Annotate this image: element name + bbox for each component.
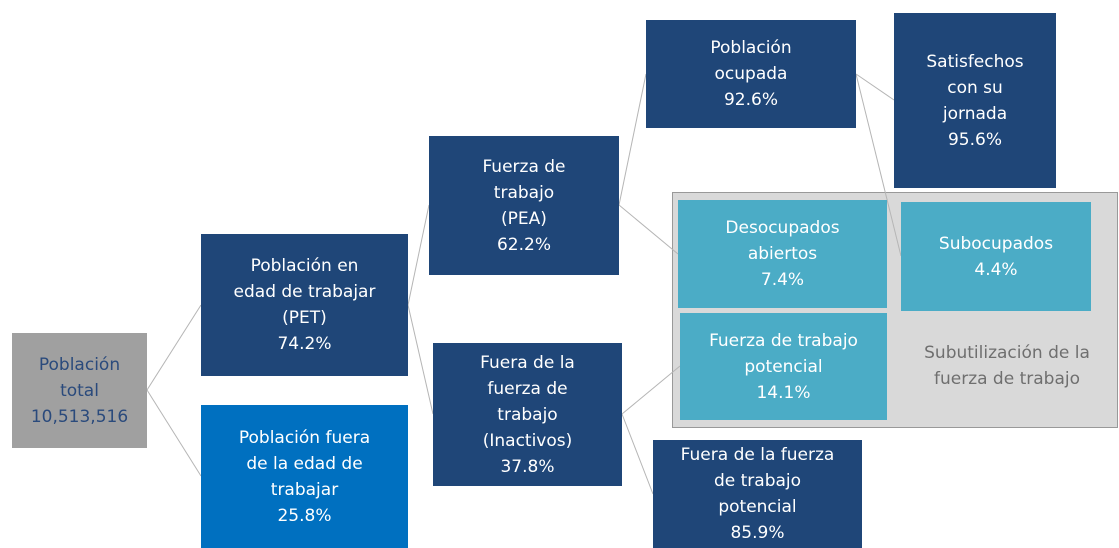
node-value: 62.2% xyxy=(496,234,551,255)
node-value: 10,513,516 xyxy=(30,406,129,427)
connector xyxy=(621,365,681,415)
node-label: trabajo xyxy=(497,404,558,425)
connector xyxy=(855,73,895,101)
node-label: edad de trabajar xyxy=(233,282,376,302)
node-label: Fuera de la fuerza xyxy=(680,445,835,465)
node-label: total xyxy=(60,380,99,401)
node-label: (PET) xyxy=(282,308,327,328)
node-label: abiertos xyxy=(747,244,818,264)
node-value: 25.8% xyxy=(277,505,332,526)
node-value: 4.4% xyxy=(974,259,1018,280)
node-label: ocupada xyxy=(714,64,788,84)
node-label: con su xyxy=(947,77,1003,98)
group-label-line: fuerza de trabajo xyxy=(933,369,1080,389)
node: Subocupados 4.4% xyxy=(901,202,1091,311)
node-label: trabajo xyxy=(493,182,555,203)
connector xyxy=(618,204,679,255)
node-label: de trabajo xyxy=(713,471,802,491)
node: Fuerza de trabajo potencial 14.1% xyxy=(680,313,887,420)
node: Satisfechos con su jornada 95.6% xyxy=(894,13,1056,188)
node-value: 14.1% xyxy=(756,382,811,403)
node-value: 37.8% xyxy=(500,456,555,477)
node: Desocupados abiertos 7.4% xyxy=(678,200,887,308)
node-label: Fuera de la xyxy=(480,352,575,373)
node-label: Población en xyxy=(250,256,359,276)
group-label: Subutilización de la fuerza de trabajo xyxy=(897,340,1117,392)
connector xyxy=(621,413,654,495)
group-label-line: Subutilización de la xyxy=(924,343,1090,363)
node: Población ocupada 92.6% xyxy=(646,20,856,128)
node-value: 95.6% xyxy=(947,129,1002,150)
node-label: Desocupados xyxy=(725,218,840,238)
node: Población en edad de trabajar (PET) 74.2% xyxy=(201,234,408,376)
connector xyxy=(146,389,202,477)
node-label: Subocupados xyxy=(938,233,1054,254)
node-value: 74.2% xyxy=(277,334,332,354)
connector xyxy=(618,73,647,206)
node: Fuera de la fuerza de trabajo (Inactivos) 37… xyxy=(433,343,622,486)
node-label: Población xyxy=(710,38,792,58)
node: Fuerza de trabajo (PEA) 62.2% xyxy=(429,136,619,275)
node-label: trabajar xyxy=(270,479,339,500)
node-value: 7.4% xyxy=(760,270,805,290)
connector xyxy=(146,304,202,391)
connector xyxy=(407,304,434,415)
node-value: 92.6% xyxy=(723,90,778,110)
node-label: potencial xyxy=(718,497,797,517)
node-value: 85.9% xyxy=(730,523,785,543)
node: Población total 10,513,516 xyxy=(12,333,147,448)
node-label: (PEA) xyxy=(501,208,547,229)
connector xyxy=(407,204,430,306)
node-label: Fuerza de xyxy=(482,156,566,177)
node-label: Fuerza de trabajo xyxy=(709,330,858,351)
node-label: Población fuera xyxy=(238,427,371,448)
node-label: potencial xyxy=(744,356,823,377)
node-label: (Inactivos) xyxy=(482,430,573,451)
connector xyxy=(855,73,902,257)
node-label: Población xyxy=(38,354,121,375)
node-label: fuerza de xyxy=(487,378,568,399)
node-label: jornada xyxy=(942,103,1008,124)
node: Población fuera de la edad de trabajar 25.8… xyxy=(201,405,408,548)
node-label: Satisfechos xyxy=(926,51,1024,72)
node: Fuera de la fuerza de trabajo potencial 85.… xyxy=(653,440,862,548)
node-label: de la edad de xyxy=(246,453,363,474)
